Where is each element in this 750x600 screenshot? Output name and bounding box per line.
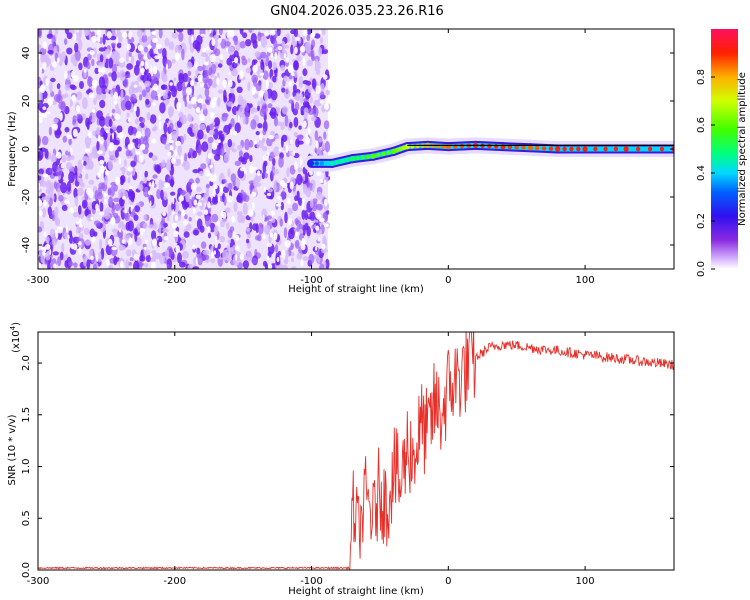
colorbar-tick-label: 0.8 (696, 69, 707, 85)
svg-text:(x104): (x104) (9, 322, 22, 353)
spectrogram-y-axis-label: Frequency (Hz) (7, 111, 18, 187)
spectrogram-area (38, 29, 674, 269)
spectrogram-x-tick-label: -200 (163, 275, 186, 286)
colorbar-ticks: 0.0 0.2 0.4 0.6 0.8 (696, 69, 715, 277)
signal-point (582, 146, 588, 152)
spectrogram-y-tick-label: -20 (21, 189, 32, 205)
spectrogram-x-tick-label: -300 (27, 275, 50, 286)
snr-panel: -300 -200 -100 0 100 0.0 0.5 1.0 1.5 2.0 Height … (7, 322, 675, 597)
snr-y-tick-label: 2.0 (21, 355, 32, 371)
snr-frame (37, 331, 675, 571)
snr-scale-exponent: 4 (9, 325, 17, 330)
signal-point (500, 144, 506, 150)
spectrogram-x-tick-label: 0 (445, 275, 451, 286)
colorbar-tick-label: 0.2 (696, 213, 707, 229)
signal-point (527, 145, 534, 151)
spectrogram-y-tick-label: 20 (21, 95, 32, 108)
snr-x-tick-label: -200 (163, 576, 186, 587)
snr-y-tick-label: 1.5 (21, 407, 32, 423)
snr-x-tick-label: -100 (300, 576, 323, 587)
colorbar-tick-label: 0.4 (696, 165, 707, 181)
spectrogram-x-tick-label: 100 (576, 275, 595, 286)
spectrogram-x-axis-label: Height of straight line (km) (288, 284, 424, 295)
spectrogram-y-tick-label: -40 (21, 237, 32, 253)
colorbar-tick-label: 0.6 (696, 117, 707, 133)
signal-point (445, 144, 451, 150)
snr-series-line (38, 332, 674, 570)
spectrogram-y-ticks: -40 -20 0 20 40 (21, 47, 674, 253)
snr-scale-label: (x104) (9, 322, 22, 353)
signal-point (370, 153, 376, 159)
colorbar: 0.0 0.2 0.4 0.6 0.8 Normalized spectral ampl… (696, 29, 748, 277)
snr-y-axis-label: SNR (10 * v/v) (7, 414, 18, 485)
snr-y-tick-label: 1.0 (21, 459, 32, 475)
signal-point (350, 156, 356, 162)
colorbar-label: Normalized spectral amplitude (737, 72, 748, 226)
signal-point (404, 144, 410, 150)
snr-area (38, 332, 674, 570)
snr-y-ticks: 0.0 0.5 1.0 1.5 2.0 (21, 355, 674, 578)
snr-y-tick-label: 0.5 (21, 510, 32, 526)
signal-point (308, 160, 315, 166)
figure-title: GN04.2026.035.23.26.R16 (270, 4, 444, 19)
spectrogram-y-tick-label: 0 (21, 146, 32, 152)
colorbar-tick-label: 0.0 (696, 261, 707, 277)
spectrogram-x-ticks: -300 -200 -100 0 100 (27, 29, 595, 286)
snr-scale-prefix: (x10 (11, 330, 22, 353)
colorbar-gradient (711, 29, 738, 269)
snr-x-tick-label: -300 (27, 576, 50, 587)
signal-point (623, 146, 629, 152)
snr-x-tick-label: 100 (576, 576, 595, 587)
spectrogram-x-tick-label: -100 (300, 275, 323, 286)
signal-point (329, 160, 335, 166)
snr-y-tick-label: 0.0 (21, 562, 32, 578)
signal-point (555, 146, 561, 152)
spectrogram-y-tick-label: 40 (21, 47, 32, 60)
noise-speckle (38, 29, 331, 269)
snr-x-tick-label: 0 (445, 576, 451, 587)
snr-x-axis-label: Height of straight line (km) (288, 586, 424, 597)
snr-x-ticks: -300 -200 -100 0 100 (27, 332, 595, 587)
signal-track (303, 137, 674, 172)
